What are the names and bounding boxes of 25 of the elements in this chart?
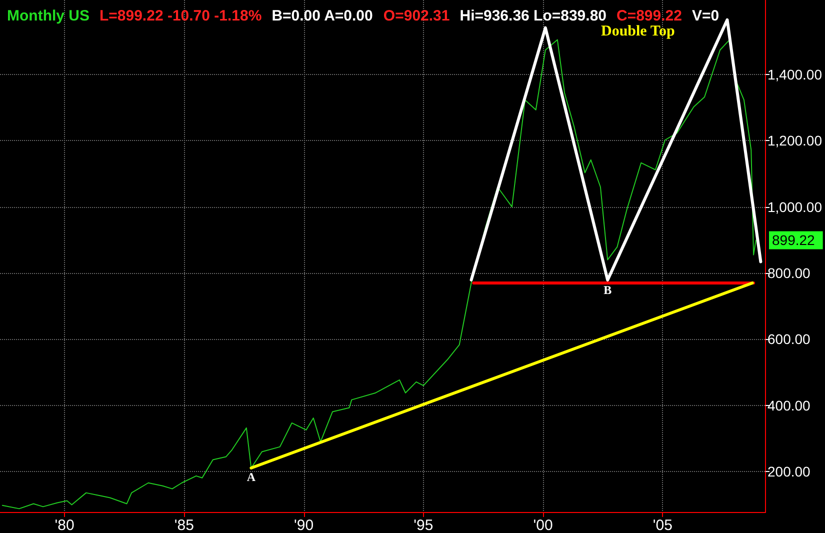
y-tick-label: 200.00 (768, 464, 811, 480)
annotation: L=899.22 -10.70 -1.18% (99, 8, 262, 24)
annotation: B (604, 282, 612, 297)
annotation: 899.22 (772, 232, 816, 248)
y-tick-label: 600.00 (768, 331, 811, 348)
line-series (2, 39, 756, 510)
x-tick-label: '00 (533, 517, 553, 533)
annotation: V=0 (692, 8, 720, 24)
x-tick-label: '85 (174, 517, 194, 533)
annotation: C=899.22 (616, 8, 682, 24)
annotation: B=0.00 A=0.00 (272, 8, 373, 24)
text: Double Top (601, 24, 675, 40)
y-tick-label: 1,000.00 (768, 198, 822, 215)
annotation: A (246, 470, 256, 484)
annotation: Hi=936.36 Lo=839.80 (460, 8, 607, 24)
x-tick-label: '80 (54, 517, 74, 533)
y-tick-label: 1,200.00 (768, 132, 822, 149)
annotation: O=902.31 (383, 8, 450, 24)
x-tick-label: '90 (294, 517, 314, 533)
x-tick-label: '95 (414, 517, 434, 533)
text: Monthly US (7, 8, 90, 24)
y-tick-label: 400.00 (768, 397, 811, 414)
y-tick-label: 1,400.00 (768, 66, 822, 82)
y-tick-label: 800.00 (768, 265, 811, 282)
x-tick-label: '05 (652, 517, 672, 533)
